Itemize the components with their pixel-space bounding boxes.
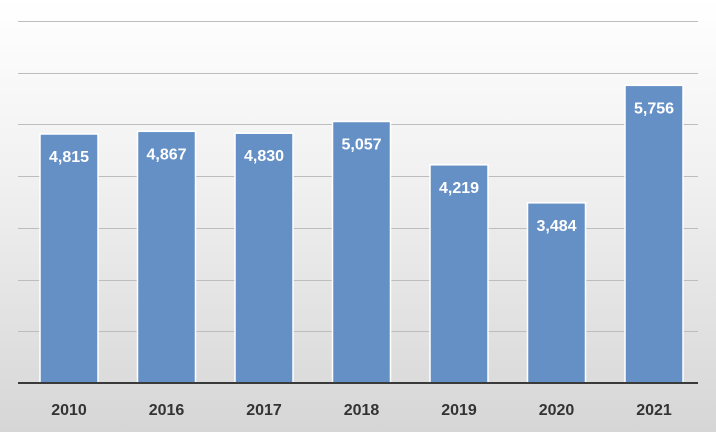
bar-2010 <box>39 133 99 384</box>
data-label-2019: 4,219 <box>439 180 479 197</box>
x-tick-label-2021: 2021 <box>636 402 672 419</box>
data-label-2018: 5,057 <box>341 136 381 153</box>
x-tick-label-2016: 2016 <box>149 402 185 419</box>
x-tick-labels: 2010 2016 2017 2018 2019 2020 2021 <box>51 402 672 419</box>
bars <box>39 84 684 384</box>
data-label-2010: 4,815 <box>49 149 89 166</box>
bar-2016 <box>136 130 197 384</box>
x-tick-label-2019: 2019 <box>441 402 477 419</box>
x-tick-label-2018: 2018 <box>344 402 380 419</box>
data-label-2017: 4,830 <box>244 148 284 165</box>
data-labels: 4,815 4,867 4,830 5,057 4,219 3,484 5,756 <box>49 100 674 234</box>
data-label-2020: 3,484 <box>536 218 576 235</box>
bar-2021 <box>624 84 684 384</box>
x-tick-label-2017: 2017 <box>246 402 282 419</box>
bar-2018 <box>331 120 392 384</box>
bar-2019 <box>429 164 489 384</box>
data-label-2021: 5,756 <box>634 100 674 117</box>
data-label-2016: 4,867 <box>146 146 186 163</box>
bar-2017 <box>234 132 294 384</box>
x-tick-label-2010: 2010 <box>51 402 87 419</box>
x-tick-label-2020: 2020 <box>539 402 575 419</box>
